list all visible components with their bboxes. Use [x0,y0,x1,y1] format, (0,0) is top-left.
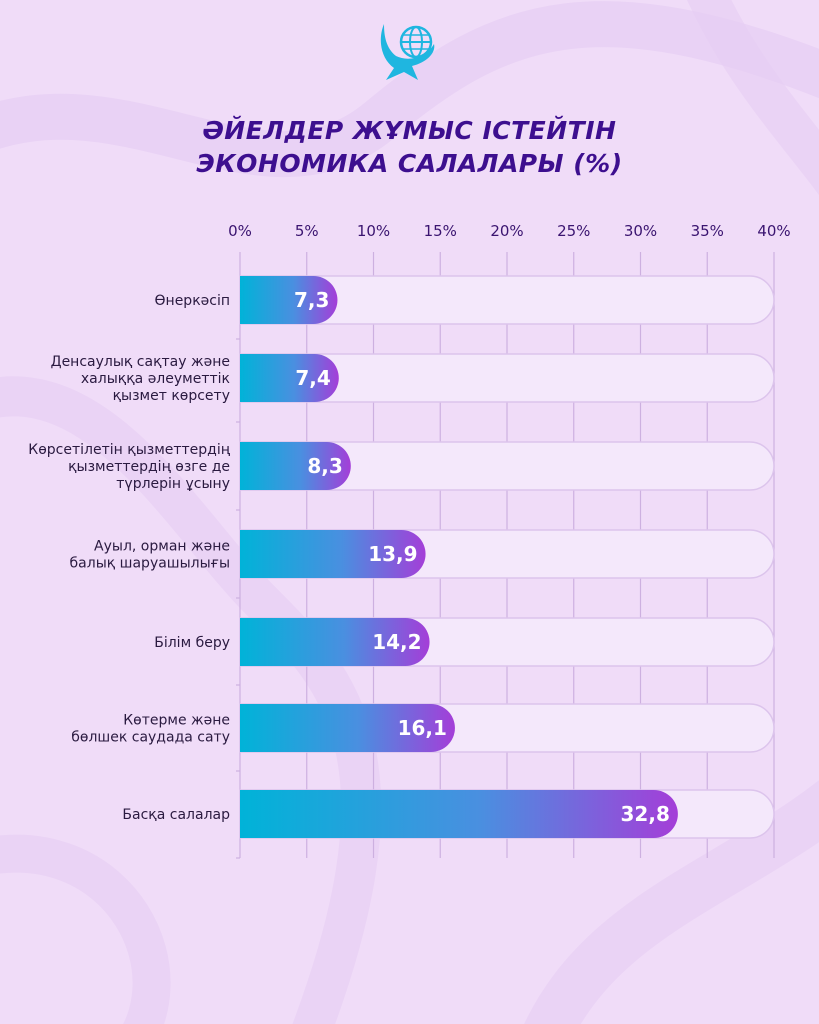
category-label-line: Білім беру [154,635,230,651]
bar-track [239,353,775,403]
category-label-line: Денсаулық сақтау және [51,354,230,370]
bar [240,704,455,752]
category-label-line: Көтерме және [123,713,230,729]
bar-track [239,441,775,491]
bar [240,442,351,490]
category-label: Денсаулық сақтау және халыққа әлеуметтік қ… [51,354,230,404]
x-tick-label: 30% [624,222,657,240]
category-label: Көтерме және бөлшек саудада сату [71,713,230,746]
bar-value-label: 14,2 [372,630,421,654]
eagle-globe-icon [380,24,435,80]
x-tick-label: 10% [357,222,390,240]
bar [240,618,430,666]
category-label-line: Басқа салалар [122,807,230,823]
chart-title-line-1: ӘЙЕЛДЕР ЖҰМЫС ІСТЕЙТІН [202,116,617,145]
category-label-line: түрлерін ұсыну [116,476,230,492]
x-tick-label: 20% [490,222,523,240]
category-label-line: қызметтердің өзге де [68,459,230,475]
x-tick-label: 15% [424,222,457,240]
category-label: Көрсетілетін қызметтердің қызметтердің өз… [28,442,230,492]
bar-value-label: 7,4 [295,366,330,390]
x-tick-label: 25% [557,222,590,240]
bar [240,530,426,578]
bar [240,354,339,402]
bar [240,790,678,838]
category-label-line: бөлшек саудада сату [71,730,230,746]
category-label-line: халыққа әлеуметтік [81,371,230,387]
category-label: Басқа салалар [122,807,230,823]
category-label: Өнеркәсіп [155,293,230,309]
category-label: Ауыл, орман және балық шаруашылығы [70,539,230,572]
bar-value-label: 32,8 [621,802,670,826]
chart-title: ӘЙЕЛДЕР ЖҰМЫС ІСТЕЙТІН ЭКОНОМИКА САЛАЛАР… [0,114,819,180]
bar-value-label: 8,3 [307,454,342,478]
chart-title-line-2: ЭКОНОМИКА САЛАЛАРЫ (%) [196,149,623,178]
category-label: Білім беру [154,635,230,651]
bar [240,276,338,324]
category-label-line: Көрсетілетін қызметтердің [28,442,230,458]
category-label-line: қызмет көрсету [113,388,230,404]
bar-track [239,275,775,325]
bar-value-label: 7,3 [294,288,329,312]
bar-value-label: 16,1 [398,716,447,740]
bar-value-label: 13,9 [368,542,417,566]
x-tick-label: 0% [228,222,252,240]
x-tick-label: 40% [757,222,790,240]
x-tick-label: 35% [691,222,724,240]
category-label-line: балық шаруашылығы [70,556,230,572]
category-label-line: Өнеркәсіп [155,293,230,309]
x-tick-label: 5% [295,222,319,240]
category-label-line: Ауыл, орман және [94,539,230,555]
